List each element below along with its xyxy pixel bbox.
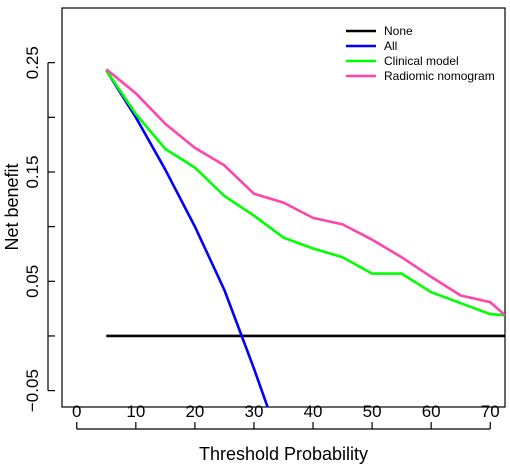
series-layer xyxy=(105,68,505,407)
series-line-radiomic-nomogram xyxy=(105,68,505,317)
x-tick-label: 70 xyxy=(481,402,500,421)
legend-label-none: None xyxy=(384,24,413,38)
y-tick-label: 0.05 xyxy=(23,265,42,298)
x-tick-label: 30 xyxy=(245,402,264,421)
legend-label-clinical-model: Clinical model xyxy=(384,54,459,68)
x-axis-title: Threshold Probability xyxy=(199,444,368,464)
y-tick-label: 0.25 xyxy=(23,46,42,79)
legend-label-all: All xyxy=(384,39,397,53)
y-axis-title: Net benefit xyxy=(2,163,22,250)
series-line-clinical-model xyxy=(105,69,505,317)
series-line-all xyxy=(105,69,269,407)
x-tick-label: 40 xyxy=(304,402,323,421)
legend-label-radiomic-nomogram: Radiomic nomogram xyxy=(384,69,495,83)
y-tick-label: −0.05 xyxy=(23,369,42,412)
axes-layer: 0 10 20 30 40 50 60 70 0.25 0.15 0.05 −0.05 xyxy=(23,46,500,430)
x-tick-label: 0 xyxy=(72,402,81,421)
x-tick-label: 50 xyxy=(363,402,382,421)
x-tick-label: 20 xyxy=(185,402,204,421)
y-tick-label: 0.15 xyxy=(23,155,42,188)
x-tick-label: 60 xyxy=(422,402,441,421)
plot-frame xyxy=(61,7,506,408)
x-tick-label: 10 xyxy=(126,402,145,421)
